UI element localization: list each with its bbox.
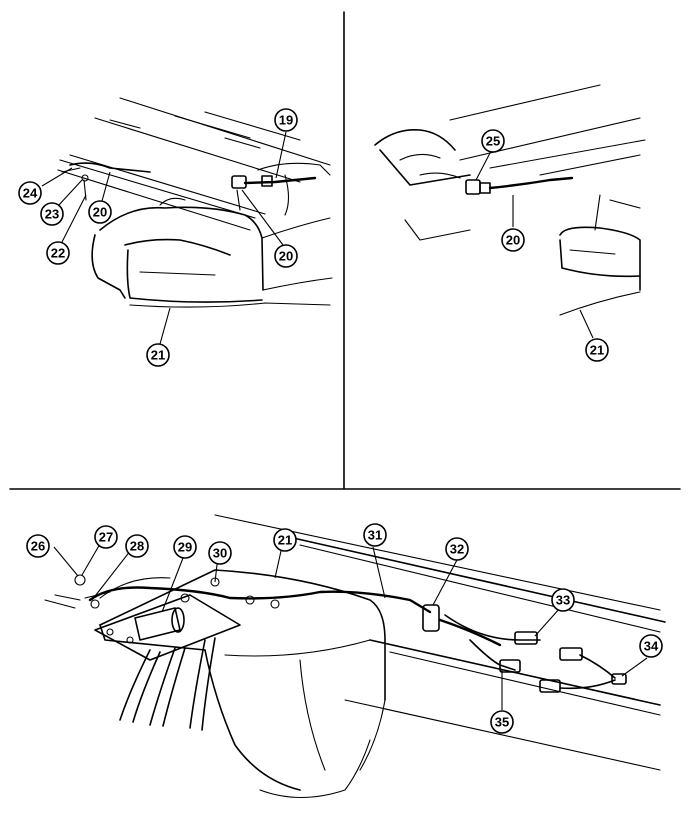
callout-label: 26 bbox=[31, 539, 45, 554]
top-right-illustration bbox=[374, 84, 646, 316]
callout-25: 25 bbox=[481, 129, 505, 153]
callout-label: 27 bbox=[99, 530, 113, 545]
callout-label: 22 bbox=[51, 246, 65, 261]
callout-32: 32 bbox=[445, 537, 469, 561]
callout-27: 27 bbox=[94, 525, 118, 549]
callout-22: 22 bbox=[46, 241, 70, 265]
callout-20: 20 bbox=[274, 244, 298, 268]
top-left-illustration bbox=[57, 97, 333, 308]
callout-label: 33 bbox=[556, 593, 570, 608]
callout-19: 19 bbox=[274, 108, 298, 132]
callout-35: 35 bbox=[490, 710, 514, 734]
callout-label: 34 bbox=[644, 639, 659, 654]
callout-label: 35 bbox=[495, 715, 509, 730]
callout-label: 25 bbox=[486, 134, 500, 149]
callout-30: 30 bbox=[208, 541, 232, 565]
callout-label: 20 bbox=[93, 205, 107, 220]
callout-20: 20 bbox=[501, 228, 525, 252]
callout-28: 28 bbox=[125, 534, 149, 558]
bottom-illustration bbox=[44, 514, 666, 799]
callout-label: 21 bbox=[278, 533, 292, 548]
callout-33: 33 bbox=[551, 588, 575, 612]
callout-label: 30 bbox=[213, 546, 227, 561]
callout-label: 20 bbox=[279, 249, 293, 264]
callout-23: 23 bbox=[40, 202, 64, 226]
callout-label: 29 bbox=[178, 540, 192, 555]
callout-29: 29 bbox=[173, 535, 197, 559]
callout-label: 23 bbox=[45, 207, 59, 222]
callout-31: 31 bbox=[363, 523, 387, 547]
callout-24: 24 bbox=[18, 181, 42, 205]
callout-26: 26 bbox=[26, 534, 50, 558]
callout-label: 21 bbox=[151, 348, 165, 363]
callout-21: 21 bbox=[146, 343, 170, 367]
callout-label: 31 bbox=[368, 528, 382, 543]
callout-label: 21 bbox=[590, 343, 604, 358]
callout-label: 32 bbox=[450, 542, 464, 557]
leader-lines bbox=[41, 131, 648, 710]
callout-label: 24 bbox=[23, 186, 38, 201]
callout-21: 21 bbox=[273, 528, 297, 552]
callout-20: 20 bbox=[88, 200, 112, 224]
callout-21: 21 bbox=[585, 338, 609, 362]
callout-label: 20 bbox=[506, 233, 520, 248]
callout-34: 34 bbox=[639, 634, 663, 658]
callout-label: 19 bbox=[279, 113, 293, 128]
callout-label: 28 bbox=[130, 539, 144, 554]
panel-dividers bbox=[9, 11, 681, 490]
